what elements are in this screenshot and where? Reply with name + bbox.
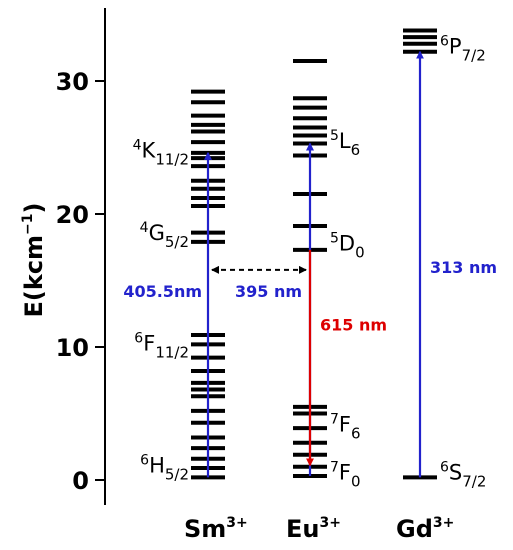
state-label-eu-7f0: 7F0 <box>330 459 361 490</box>
sm-excitation-label: 405.5nm <box>123 282 202 301</box>
state-label-sm-6f: 6F11/2 <box>134 330 189 361</box>
y-ticks: 0 10 20 30 <box>56 68 105 495</box>
ion-label-gd: Gd3+ <box>396 515 454 543</box>
y-tick-label-0: 0 <box>72 467 89 495</box>
state-label-sm-6h: 6H5/2 <box>140 453 189 484</box>
ion-label-sm: Sm3+ <box>184 515 248 543</box>
gd-excitation-label: 313 nm <box>430 258 497 277</box>
ion-label-eu: Eu3+ <box>286 515 341 543</box>
state-label-eu-5l: 5L6 <box>330 128 360 159</box>
state-label-gd-6p: 6P7/2 <box>440 34 486 65</box>
y-axis-title-sup: −1 <box>20 213 36 234</box>
state-label-eu-7f6: 7F6 <box>330 411 361 442</box>
y-axis-title: E(kcm−1) <box>20 202 48 317</box>
y-tick-label-20: 20 <box>56 201 89 229</box>
state-label-eu-5d: 5D0 <box>330 231 365 262</box>
eu-excitation-label: 395 nm <box>235 282 302 301</box>
y-axis: 0 10 20 30 E(kcm−1) <box>20 8 106 505</box>
y-tick-label-30: 30 <box>56 68 89 96</box>
transitions: 405.5nm 395 nm 615 nm 313 nm <box>123 50 497 478</box>
eu-emission-label: 615 nm <box>320 315 387 334</box>
state-label-gd-6s: 6S7/2 <box>440 459 486 490</box>
ion-labels: Sm3+ Eu3+ Gd3+ <box>184 515 454 543</box>
y-axis-title-text: E(kcm <box>20 235 48 318</box>
state-labels: 4K11/2 4G5/2 6F11/2 6H5/2 5L6 5D0 7F6 7F0 6P7/2 6… <box>133 34 487 491</box>
state-label-sm-4g: 4G5/2 <box>140 220 189 251</box>
energy-levels <box>191 28 437 480</box>
y-axis-title-close: ) <box>20 202 48 213</box>
state-label-sm-4k: 4K11/2 <box>133 137 189 168</box>
y-tick-label-10: 10 <box>56 334 89 362</box>
